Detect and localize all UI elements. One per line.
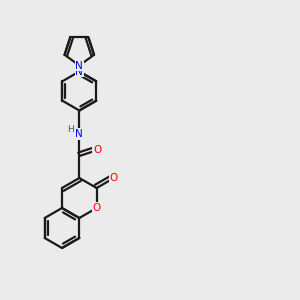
Text: O: O: [93, 145, 101, 155]
Text: O: O: [92, 203, 101, 213]
Text: N: N: [75, 61, 83, 70]
Text: O: O: [110, 173, 118, 183]
Text: N: N: [75, 67, 83, 76]
Text: H: H: [68, 125, 74, 134]
Text: N: N: [75, 129, 83, 139]
